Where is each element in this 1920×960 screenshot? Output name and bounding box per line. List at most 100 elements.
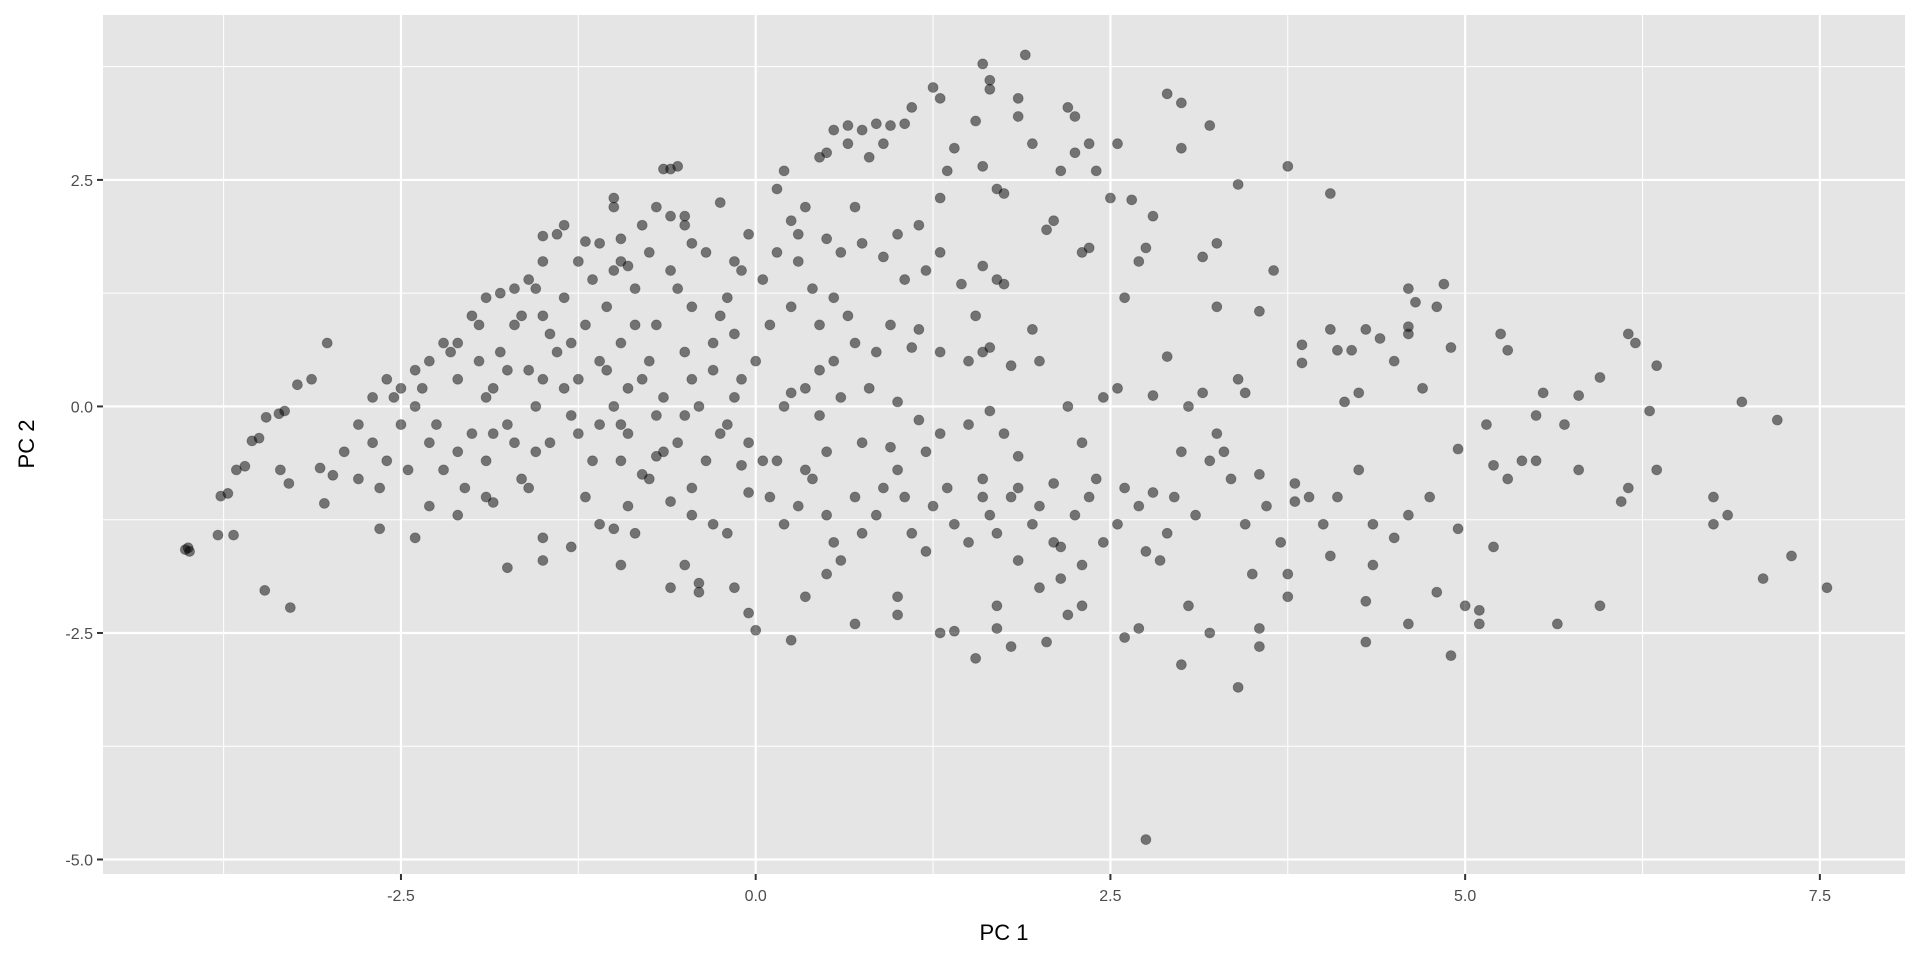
data-point xyxy=(494,287,506,299)
x-tick-label: 0.0 xyxy=(745,888,767,905)
data-point xyxy=(984,509,996,521)
data-point xyxy=(906,527,918,539)
data-point xyxy=(920,546,932,557)
data-point xyxy=(792,500,804,512)
data-point xyxy=(665,210,676,222)
data-point xyxy=(423,355,435,367)
data-point xyxy=(856,527,868,539)
data-point xyxy=(291,379,303,391)
data-point xyxy=(778,518,790,530)
data-point xyxy=(615,337,627,349)
data-point xyxy=(608,523,620,535)
data-point xyxy=(409,532,421,544)
data-point xyxy=(1630,337,1641,349)
data-point xyxy=(1161,527,1173,539)
data-point xyxy=(650,410,662,421)
data-point xyxy=(1204,455,1216,467)
data-point xyxy=(1296,339,1308,351)
data-point xyxy=(402,464,414,476)
data-point xyxy=(778,401,790,412)
y-tick-label: -2.5 xyxy=(65,626,93,643)
data-point xyxy=(970,310,982,322)
data-point xyxy=(686,509,698,521)
data-point xyxy=(814,319,825,331)
data-point xyxy=(1119,632,1131,643)
data-point xyxy=(1303,491,1315,503)
data-point xyxy=(1651,360,1663,372)
data-point xyxy=(856,437,868,449)
data-point xyxy=(594,518,606,530)
data-point xyxy=(679,219,691,231)
data-point xyxy=(184,546,195,557)
data-point xyxy=(892,464,903,476)
data-point xyxy=(537,373,549,385)
data-point xyxy=(1651,464,1663,476)
data-point xyxy=(1402,328,1414,340)
data-point xyxy=(1211,237,1223,249)
data-point xyxy=(608,201,620,213)
data-point xyxy=(480,491,492,503)
data-point xyxy=(906,342,918,353)
data-point xyxy=(1026,138,1038,150)
data-point xyxy=(1275,536,1287,548)
data-point xyxy=(452,446,464,458)
data-point xyxy=(665,582,676,594)
data-point xyxy=(721,292,733,304)
data-point xyxy=(1019,49,1031,61)
data-point xyxy=(1048,215,1060,227)
y-tick-label: -5.0 xyxy=(65,853,93,870)
y-axis-title: PC 2 xyxy=(14,420,39,469)
y-tick-label: 0.0 xyxy=(71,399,93,416)
data-point xyxy=(693,586,705,598)
data-point xyxy=(934,247,946,258)
data-point xyxy=(1197,387,1209,399)
data-point xyxy=(1239,387,1251,399)
data-point xyxy=(892,609,903,621)
data-point xyxy=(1622,328,1634,340)
data-point xyxy=(501,419,513,430)
data-point xyxy=(353,419,364,430)
data-point xyxy=(700,247,712,258)
data-point xyxy=(1573,464,1585,476)
data-point xyxy=(771,455,783,467)
data-point xyxy=(1502,473,1514,485)
data-point xyxy=(1239,518,1251,530)
data-point xyxy=(665,265,676,276)
data-point xyxy=(984,83,996,95)
data-point xyxy=(799,382,811,394)
data-point xyxy=(544,437,556,449)
data-point xyxy=(856,237,868,249)
data-point xyxy=(423,437,435,449)
data-point xyxy=(622,260,634,272)
data-point xyxy=(1367,559,1379,571)
data-point xyxy=(1175,446,1187,458)
data-point xyxy=(1360,636,1372,648)
data-point xyxy=(1282,160,1294,172)
data-point xyxy=(743,487,754,498)
data-point xyxy=(799,591,811,603)
data-point xyxy=(963,355,974,367)
data-point xyxy=(622,382,634,394)
data-point xyxy=(452,373,464,385)
data-point xyxy=(743,607,754,619)
data-point xyxy=(381,373,393,385)
data-point xyxy=(558,219,570,231)
data-point xyxy=(1175,97,1187,109)
data-point xyxy=(1481,419,1492,430)
data-point xyxy=(934,92,946,104)
data-point xyxy=(729,582,740,594)
data-point xyxy=(913,324,925,335)
x-tick-label: -2.5 xyxy=(387,888,415,905)
data-point xyxy=(1034,582,1045,594)
data-point xyxy=(1367,518,1379,530)
data-point xyxy=(1140,834,1152,845)
data-point xyxy=(842,138,854,150)
data-point xyxy=(1069,509,1081,521)
data-point xyxy=(991,623,1003,634)
data-point xyxy=(693,577,705,589)
data-point xyxy=(1736,396,1748,408)
data-point xyxy=(1410,296,1421,308)
data-point xyxy=(941,482,953,494)
data-point xyxy=(771,247,783,258)
